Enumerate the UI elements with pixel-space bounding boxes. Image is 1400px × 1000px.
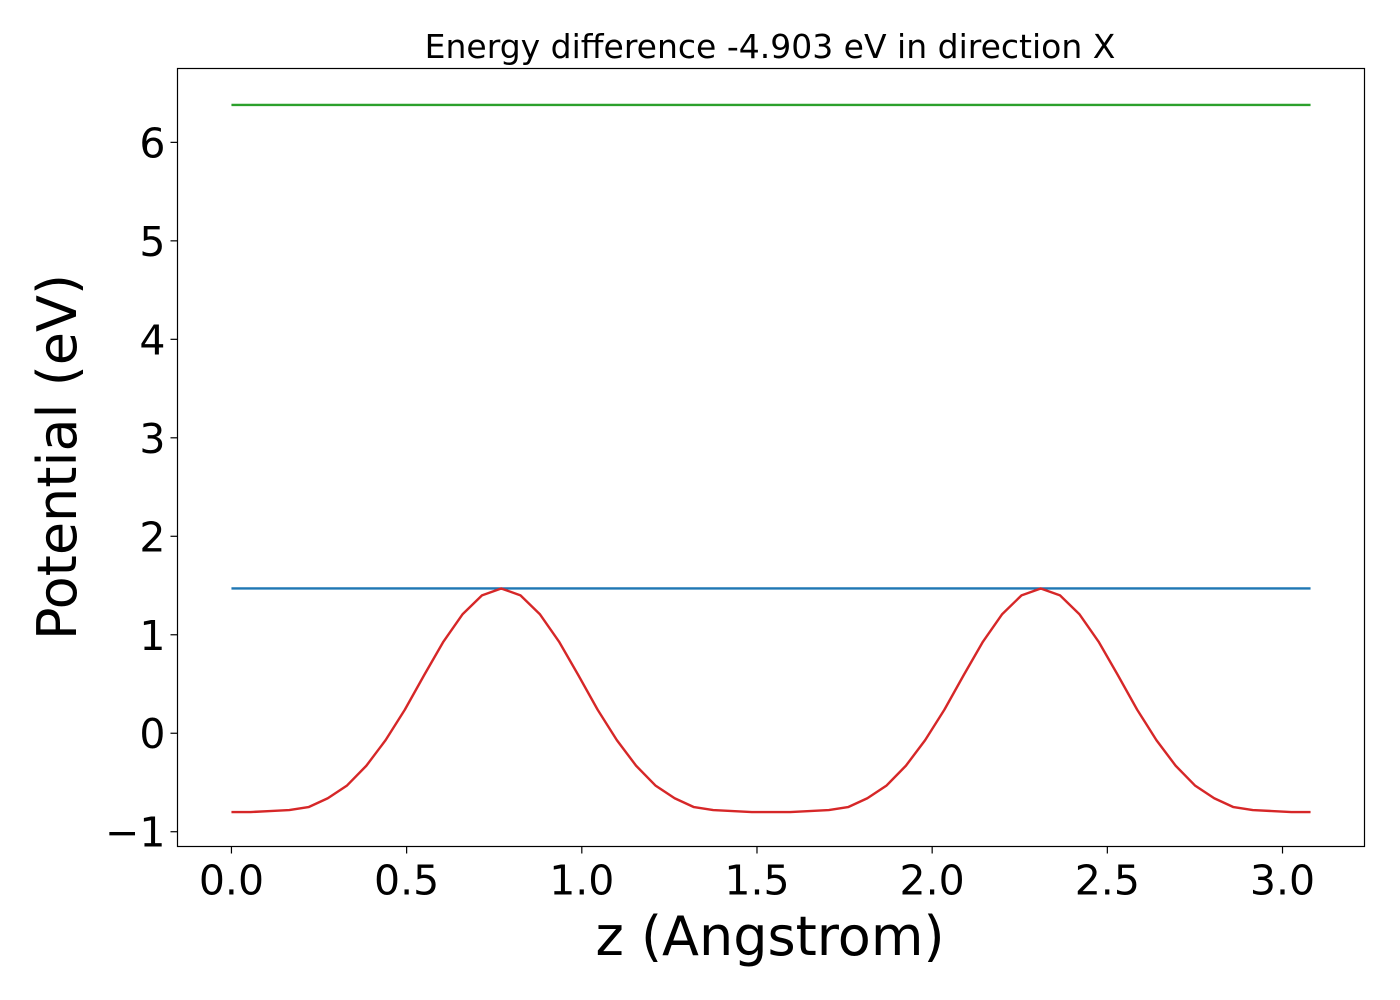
y-axis-label: Potential (eV) [26, 274, 89, 640]
series-line-2 [231, 587, 1311, 814]
x-tick-label: 2.0 [900, 857, 965, 905]
x-axis-label: z (Angstrom) [595, 905, 944, 968]
x-tick-label: 0.0 [199, 857, 264, 905]
x-tick-label: 3.0 [1250, 857, 1315, 905]
y-tick-label: 3 [139, 415, 165, 463]
x-tick-label: 1.5 [724, 857, 789, 905]
series-layer [231, 103, 1311, 814]
plot-frame [176, 67, 1366, 848]
chart-title: Energy difference -4.903 eV in direction… [425, 27, 1116, 66]
y-tick-label: −1 [105, 809, 165, 857]
y-tick-label: 0 [139, 710, 165, 758]
y-tick-label: 5 [139, 218, 165, 266]
x-tick-label: 0.5 [374, 857, 439, 905]
y-tick-label: 2 [139, 513, 165, 561]
y-tick-label: 1 [139, 612, 165, 660]
tick-layer: 0.0 0.5 1.0 1.5 2.0 2.5 3.0 −1 0 1 2 3 4 5 6 [105, 119, 1315, 904]
y-tick-label: 6 [139, 119, 165, 167]
y-tick-label: 4 [139, 316, 165, 364]
x-tick-label: 1.0 [549, 857, 614, 905]
x-tick-label: 2.5 [1075, 857, 1140, 905]
